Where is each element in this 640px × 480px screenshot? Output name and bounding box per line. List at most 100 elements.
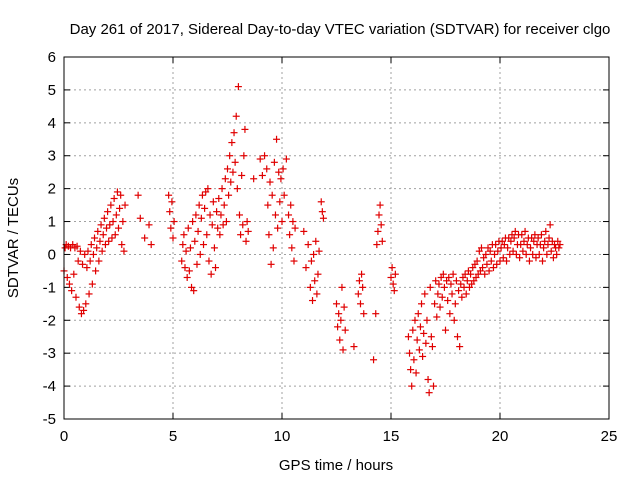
data-point	[378, 237, 386, 245]
data-point	[306, 283, 314, 291]
data-point	[483, 260, 491, 268]
data-point	[244, 227, 252, 235]
data-point	[214, 224, 222, 232]
data-point	[210, 244, 218, 252]
data-point	[70, 270, 78, 278]
data-point	[63, 273, 71, 281]
data-point	[106, 221, 114, 229]
y-tick-label: 1	[48, 214, 56, 231]
data-point	[442, 326, 449, 334]
data-point	[458, 293, 466, 301]
data-points	[60, 83, 564, 397]
data-point	[269, 244, 277, 252]
data-point	[408, 382, 416, 390]
data-point	[96, 237, 104, 245]
data-point	[197, 214, 205, 222]
x-tick-label: 25	[601, 428, 618, 445]
data-point	[376, 201, 384, 209]
data-point	[241, 125, 249, 133]
data-point	[99, 231, 107, 239]
y-tick-label: 3	[48, 148, 56, 165]
data-point	[115, 224, 122, 232]
data-point	[287, 201, 295, 209]
data-point	[97, 221, 105, 229]
data-point	[455, 287, 463, 295]
data-point	[256, 155, 264, 163]
data-point	[462, 290, 470, 298]
data-point	[100, 214, 108, 222]
data-point	[92, 267, 100, 275]
data-point	[191, 237, 199, 245]
data-point	[556, 241, 564, 249]
data-point	[304, 241, 312, 249]
data-point	[453, 333, 461, 341]
data-point	[145, 221, 153, 229]
data-point	[311, 277, 319, 285]
data-point	[207, 270, 215, 278]
data-point	[389, 280, 397, 288]
data-point	[213, 208, 221, 216]
data-point	[141, 234, 149, 242]
data-point	[412, 369, 420, 377]
data-point	[520, 237, 528, 245]
data-point	[337, 316, 345, 324]
data-point	[83, 264, 91, 272]
data-point	[285, 211, 293, 219]
data-point	[511, 227, 519, 235]
data-point	[479, 264, 487, 272]
data-point	[183, 273, 191, 281]
data-point	[413, 336, 421, 344]
data-point	[219, 221, 227, 229]
data-point	[231, 158, 239, 166]
data-point	[88, 280, 96, 288]
data-point	[391, 270, 399, 278]
data-point	[309, 297, 317, 305]
data-point	[267, 260, 275, 268]
data-point	[457, 280, 465, 288]
data-point	[86, 257, 94, 265]
data-point	[181, 264, 189, 272]
data-point	[95, 257, 103, 265]
data-point	[288, 244, 296, 252]
data-point	[209, 198, 217, 206]
y-tick-label: 4	[48, 115, 56, 132]
data-point	[279, 165, 287, 173]
data-point	[436, 303, 444, 311]
data-point	[302, 264, 310, 272]
data-point	[312, 237, 320, 245]
data-point	[182, 247, 190, 255]
data-point	[81, 250, 89, 258]
data-point	[375, 211, 383, 219]
data-point	[543, 250, 551, 258]
data-point	[404, 333, 412, 341]
data-point	[195, 201, 203, 209]
data-point	[425, 389, 433, 397]
data-point	[355, 277, 363, 285]
data-point	[510, 234, 518, 242]
data-point	[232, 112, 240, 120]
data-point	[185, 267, 193, 275]
data-point	[261, 152, 269, 160]
data-point	[517, 241, 525, 249]
data-point	[420, 329, 428, 337]
data-point	[270, 158, 278, 166]
data-point	[165, 191, 173, 199]
data-point	[532, 254, 540, 262]
data-point	[79, 260, 87, 268]
data-point	[447, 280, 455, 288]
plot-frame	[63, 56, 610, 420]
data-point	[537, 231, 545, 239]
data-point	[203, 231, 211, 239]
data-point	[98, 247, 106, 255]
y-tick-label: 6	[48, 49, 56, 66]
data-point	[258, 171, 266, 179]
data-point	[407, 366, 415, 374]
y-tick-label: -1	[43, 279, 56, 296]
y-tick-label: -2	[43, 312, 56, 329]
data-point	[273, 135, 281, 143]
data-point	[264, 201, 272, 209]
data-point	[549, 254, 557, 262]
data-point	[134, 191, 142, 199]
data-point	[310, 250, 318, 258]
